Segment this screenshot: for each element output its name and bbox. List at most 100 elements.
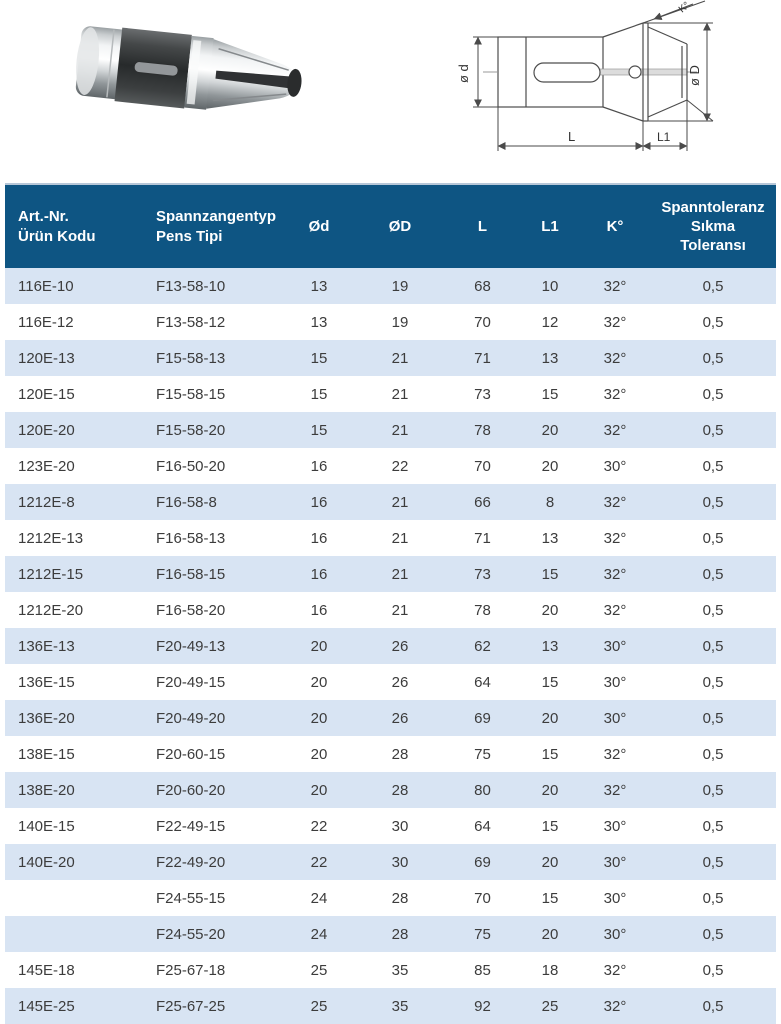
table-row: 140E-20 F22-49-20 22 30 69 20 30° 0,5 (5, 844, 776, 880)
cell-k: 32° (603, 601, 627, 619)
cell-typ: F16-58-15 (156, 565, 226, 583)
cell-l1: 18 (541, 961, 559, 979)
cell-k: 32° (603, 421, 627, 439)
cell-oD: 21 (391, 565, 409, 583)
table-row: 116E-12 F13-58-12 13 19 70 12 32° 0,5 (5, 304, 776, 340)
table-row: 1212E-8 F16-58-8 16 21 66 8 32° 0,5 (5, 484, 776, 520)
cell-od: 16 (310, 529, 328, 547)
cell-k: 30° (603, 889, 627, 907)
cell-oD: 19 (391, 313, 409, 331)
collet-technical-drawing: ø d ø D L L1 K° (456, 0, 714, 151)
cell-k: 30° (603, 637, 627, 655)
cell-tol: 0,5 (702, 925, 724, 943)
cell-l: 71 (474, 349, 491, 367)
column-header-l: L (477, 217, 488, 235)
dimension-label-L: L (568, 129, 575, 144)
cell-oD: 30 (391, 817, 409, 835)
cell-l1: 20 (541, 781, 559, 799)
column-header-od: Ød (308, 217, 330, 235)
cell-tol: 0,5 (702, 637, 724, 655)
cell-typ: F15-58-15 (156, 385, 226, 403)
cell-od: 20 (310, 745, 328, 763)
table-body: 116E-10 F13-58-10 13 19 68 10 32° 0,5 116E-12 F13… (5, 268, 776, 1024)
cell-od: 22 (310, 853, 328, 871)
cell-k: 32° (603, 961, 627, 979)
cell-k: 32° (603, 349, 627, 367)
cell-od: 22 (310, 817, 328, 835)
cell-oD: 21 (391, 349, 409, 367)
cell-typ: F25-67-25 (156, 997, 226, 1015)
cell-oD: 28 (391, 889, 409, 907)
cell-l: 66 (474, 493, 491, 511)
cell-tol: 0,5 (702, 781, 724, 799)
table-row: 136E-13 F20-49-13 20 26 62 13 30° 0,5 (5, 628, 776, 664)
cell-oD: 30 (391, 853, 409, 871)
cell-oD: 21 (391, 529, 409, 547)
cell-od: 20 (310, 673, 328, 691)
cell-oD: 21 (391, 385, 409, 403)
cell-l: 73 (474, 565, 491, 583)
cell-oD: 28 (391, 781, 409, 799)
cell-od: 20 (310, 781, 328, 799)
cell-l1: 8 (545, 493, 555, 511)
cell-oD: 35 (391, 961, 409, 979)
cell-od: 24 (310, 925, 328, 943)
cell-k: 30° (603, 709, 627, 727)
cell-oD: 26 (391, 709, 409, 727)
cell-l: 62 (474, 637, 491, 655)
cell-art: 136E-20 (18, 709, 75, 727)
cell-art: 145E-25 (18, 997, 75, 1015)
cell-art: 140E-20 (18, 853, 75, 871)
cell-od: 24 (310, 889, 328, 907)
cell-tol: 0,5 (702, 997, 724, 1015)
cell-oD: 26 (391, 637, 409, 655)
cell-l: 80 (474, 781, 491, 799)
cell-k: 32° (603, 529, 627, 547)
cell-l: 75 (474, 925, 491, 943)
cell-l1: 12 (541, 313, 559, 331)
cell-l1: 15 (541, 673, 559, 691)
cell-l: 85 (474, 961, 491, 979)
cell-l: 64 (474, 817, 491, 835)
cell-l: 70 (474, 889, 491, 907)
cell-art (5, 916, 143, 952)
cell-art: 116E-12 (18, 313, 74, 331)
cell-art: 1212E-20 (18, 601, 84, 619)
cell-k: 32° (603, 493, 627, 511)
table-row: 1212E-13 F16-58-13 16 21 71 13 32° 0,5 (5, 520, 776, 556)
cell-tol: 0,5 (702, 565, 724, 583)
cell-l: 73 (474, 385, 491, 403)
cell-oD: 21 (391, 493, 409, 511)
table-row: 138E-20 F20-60-20 20 28 80 20 32° 0,5 (5, 772, 776, 808)
cell-typ: F20-49-20 (156, 709, 226, 727)
cell-typ: F22-49-20 (156, 853, 226, 871)
dimension-label-d: ø d (456, 64, 471, 83)
cell-l1: 20 (541, 601, 559, 619)
cell-l: 70 (474, 457, 491, 475)
cell-k: 30° (603, 817, 627, 835)
cell-od: 20 (310, 637, 328, 655)
angle-label-K: K° (677, 0, 692, 15)
cell-art: 120E-20 (18, 421, 75, 439)
cell-k: 32° (603, 997, 627, 1015)
cell-l: 71 (474, 529, 491, 547)
cell-tol: 0,5 (702, 421, 724, 439)
cell-od: 16 (310, 493, 328, 511)
cell-od: 16 (310, 601, 328, 619)
column-header-oD: ØD (388, 217, 412, 235)
cell-tol: 0,5 (702, 457, 724, 475)
table-row: 116E-10 F13-58-10 13 19 68 10 32° 0,5 (5, 268, 776, 304)
cell-l1: 13 (541, 349, 559, 367)
cell-typ: F15-58-13 (156, 349, 226, 367)
cell-tol: 0,5 (702, 529, 724, 547)
product-images: ø d ø D L L1 K° (0, 0, 781, 183)
table-row: 145E-25 F25-67-25 25 35 92 25 32° 0,5 (5, 988, 776, 1024)
cell-l: 68 (474, 277, 491, 295)
cell-oD: 21 (391, 421, 409, 439)
cell-art: 1212E-8 (18, 493, 75, 511)
cell-art: 138E-15 (18, 745, 75, 763)
cell-tol: 0,5 (702, 349, 724, 367)
cell-art: 1212E-13 (18, 529, 84, 547)
cell-tol: 0,5 (702, 709, 724, 727)
cell-l1: 15 (541, 385, 559, 403)
